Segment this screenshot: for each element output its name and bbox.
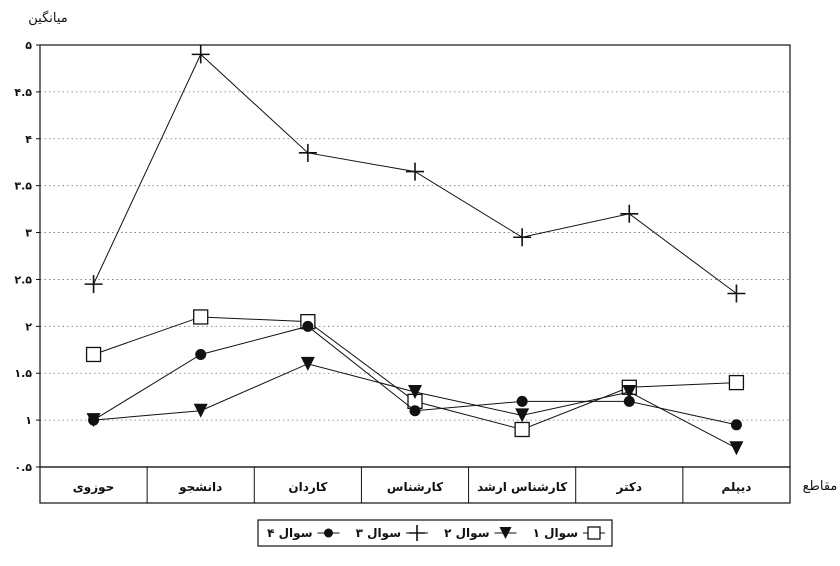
category-table-frame (39, 466, 791, 504)
data-point (513, 228, 532, 247)
y-tick-label: ۴.۵ (14, 86, 32, 99)
data-point (406, 162, 424, 181)
x-axis-title: مقاطع (803, 479, 838, 494)
series-layer (84, 45, 746, 456)
series (84, 45, 746, 303)
data-point (515, 408, 530, 423)
y-tick-label: ۰.۵ (14, 461, 32, 474)
y-tick-label: ۴ (25, 133, 32, 146)
data-point (729, 441, 744, 456)
data-point (193, 309, 209, 325)
y-tick-label: ۲.۵ (14, 273, 32, 286)
data-point (516, 395, 528, 407)
x-tick-label: کارشناس ارشد (477, 480, 567, 494)
data-point (193, 403, 208, 418)
data-point (84, 275, 103, 294)
y-tick-label: ۱.۵ (14, 367, 32, 380)
y-tick-label: ۳.۵ (14, 180, 32, 193)
data-point (514, 421, 530, 438)
x-tick-label: کاردان (288, 480, 327, 494)
data-point (324, 528, 333, 538)
x-tick-label: دکتر (616, 480, 643, 494)
data-point (195, 348, 207, 360)
y-tick-label: ۱ (25, 414, 32, 427)
y-axis-ticks: ۰.۵ ۱ ۱.۵ ۲ ۲.۵ ۳ ۳.۵ ۴ ۴.۵ ۵ (14, 39, 40, 474)
data-point (300, 356, 315, 371)
data-point (587, 526, 601, 540)
data-point (620, 204, 639, 223)
data-point (88, 414, 100, 426)
x-tick-label: کارشناس (387, 480, 443, 494)
data-point (298, 143, 317, 162)
y-axis-title: میانگین (28, 10, 67, 26)
y-tick-label: ۳ (25, 227, 32, 240)
y-tick-label: ۲ (25, 320, 32, 333)
y-tick-label: ۵ (25, 39, 32, 52)
data-point (499, 527, 512, 539)
data-point (408, 384, 422, 399)
grid (40, 91, 790, 421)
legend-frame (257, 519, 613, 547)
category-table: دیپلم دکتر کارشناس ارشد کارشناس کاردان دانشجو… (39, 466, 791, 504)
data-point (622, 384, 637, 399)
data-point (85, 346, 102, 363)
legend: سوال ۱ سوال ۲ سوال ۳ سوال ۴ (257, 519, 613, 547)
x-tick-label: دیپلم (721, 480, 751, 494)
x-tick-label: دانشجو (178, 480, 222, 495)
data-point (623, 395, 635, 407)
data-point (727, 284, 746, 303)
data-point (728, 374, 745, 391)
legend-label: سوال ۳ (356, 526, 401, 541)
data-point (409, 405, 421, 417)
data-point (191, 45, 210, 64)
legend-label: سوال ۴ (267, 526, 312, 541)
data-point (409, 525, 425, 541)
legend-label: سوال ۱ (533, 526, 578, 541)
data-point (302, 320, 314, 332)
data-point (730, 419, 742, 431)
legend-label: سوال ۲ (444, 526, 489, 541)
x-tick-label: حوزوی (73, 480, 115, 495)
series (88, 320, 742, 431)
